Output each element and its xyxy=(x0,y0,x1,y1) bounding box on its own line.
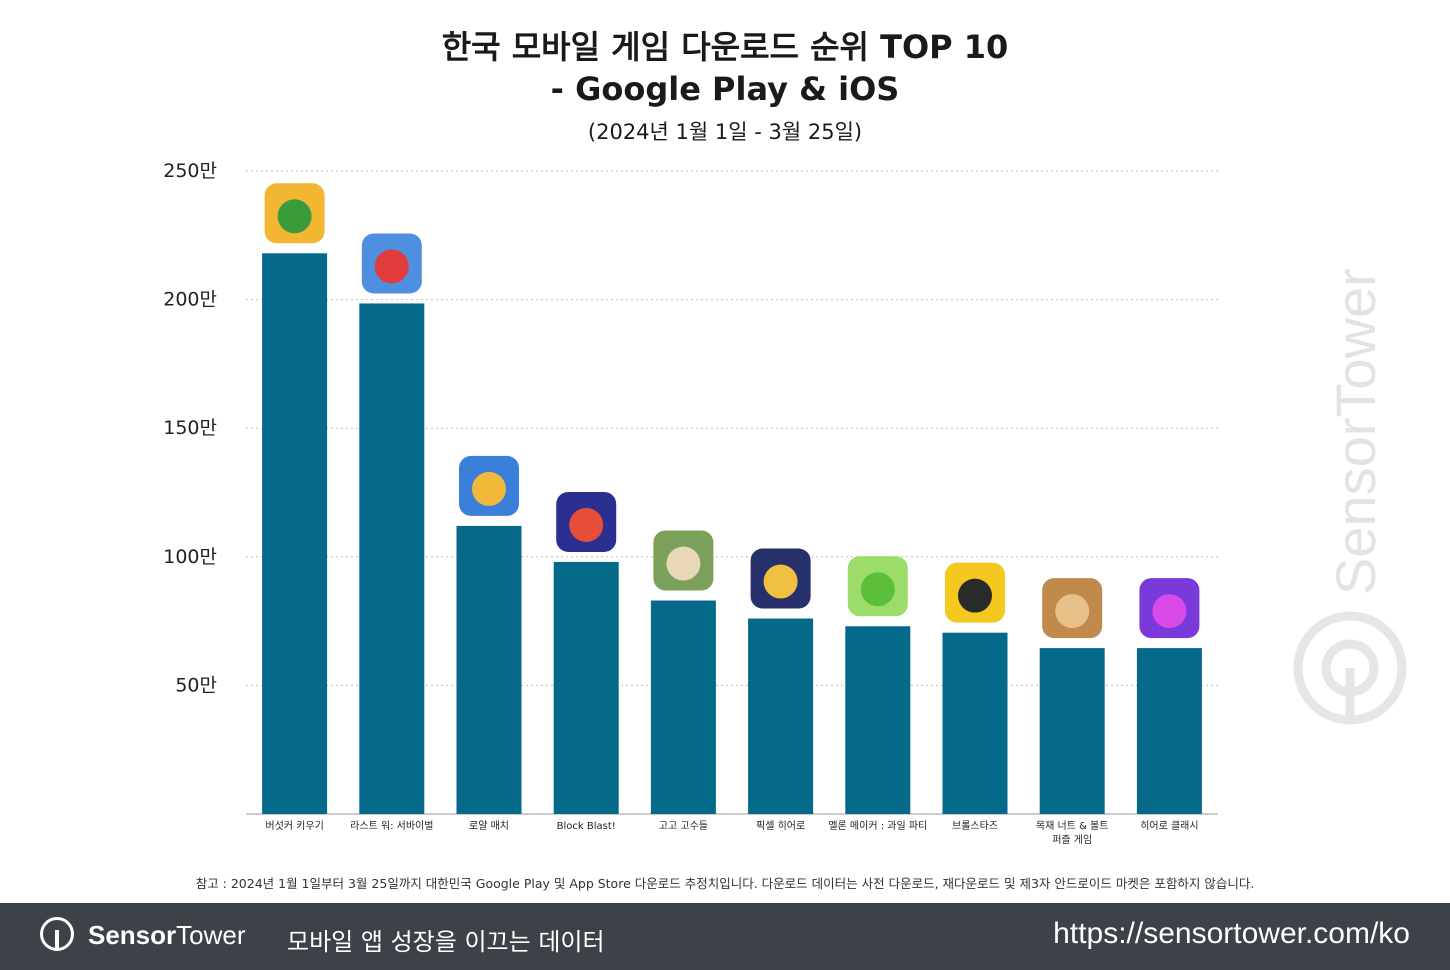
bar xyxy=(942,632,1008,814)
brand-name-bold: Sensor xyxy=(88,920,177,950)
y-tick-label: 200만 xyxy=(163,289,217,311)
x-tick-label: 멜론 메이커 : 과일 파티 xyxy=(828,820,927,832)
bar xyxy=(650,600,716,814)
mushroom-app-icon xyxy=(264,183,325,244)
bar xyxy=(456,525,522,814)
gogo-app-icon xyxy=(653,530,714,591)
x-tick-label: 픽셀 히어로 xyxy=(756,820,805,832)
brand-name: SensorTower xyxy=(88,920,246,951)
footer-url-link[interactable]: https://sensortower.com/ko xyxy=(1053,917,1410,950)
x-tick-label: Block Blast! xyxy=(557,821,616,832)
x-tick-label: 버섯커 키우기 xyxy=(265,820,323,832)
y-tick-label: 250만 xyxy=(163,160,217,182)
x-tick-label: 로얄 매치 xyxy=(469,820,509,832)
hero-clash-app-icon xyxy=(1139,578,1200,639)
wood-nuts-app-icon xyxy=(1042,578,1103,639)
y-tick-label: 150만 xyxy=(163,417,217,439)
chart-subtitle: (2024년 1월 1일 - 3월 25일) xyxy=(587,120,863,144)
footer-bar: SensorTower 모바일 앱 성장을 이끄는 데이터 https://se… xyxy=(0,903,1450,970)
block-blast-app-icon xyxy=(556,491,617,552)
sensortower-logo-icon xyxy=(40,917,74,951)
last-war-app-icon xyxy=(361,233,422,294)
bar xyxy=(262,253,328,814)
footer-tagline: 모바일 앱 성장을 이끄는 데이터 xyxy=(287,928,605,956)
watermark-text: SensorTower xyxy=(1324,268,1387,595)
x-tick-label: 라스트 워: 서바이벌 xyxy=(350,819,433,832)
melon-maker-app-icon xyxy=(847,556,908,617)
x-tick-label: 브롤스타즈 xyxy=(952,820,998,832)
y-tick-label: 50만 xyxy=(175,674,217,696)
bar xyxy=(845,626,911,814)
footnote: 참고 : 2024년 1월 1일부터 3월 25일까지 대한민국 Google … xyxy=(195,876,1255,891)
x-tick-label: 히어로 클래시 xyxy=(1140,820,1198,832)
bar xyxy=(748,618,814,814)
chart-title-line2: - Google Play & iOS xyxy=(550,70,900,108)
brand-name-regular: Tower xyxy=(176,920,246,950)
brawl-stars-app-icon xyxy=(945,562,1005,623)
watermark: SensorTower xyxy=(1293,268,1407,725)
royal-match-app-icon xyxy=(459,455,519,516)
bar xyxy=(553,561,619,814)
pixel-hero-app-icon xyxy=(750,548,811,609)
bar xyxy=(1136,648,1202,814)
y-tick-label: 100만 xyxy=(163,546,217,568)
chart-title: 한국 모바일 게임 다운로드 순위 TOP 10 xyxy=(441,28,1009,66)
bar xyxy=(1039,648,1105,814)
x-tick-label: 목재 너트 & 볼트 퍼즐 게임 xyxy=(1036,820,1109,846)
bar xyxy=(359,303,425,814)
x-tick-label: 고고 고수들 xyxy=(659,820,708,832)
